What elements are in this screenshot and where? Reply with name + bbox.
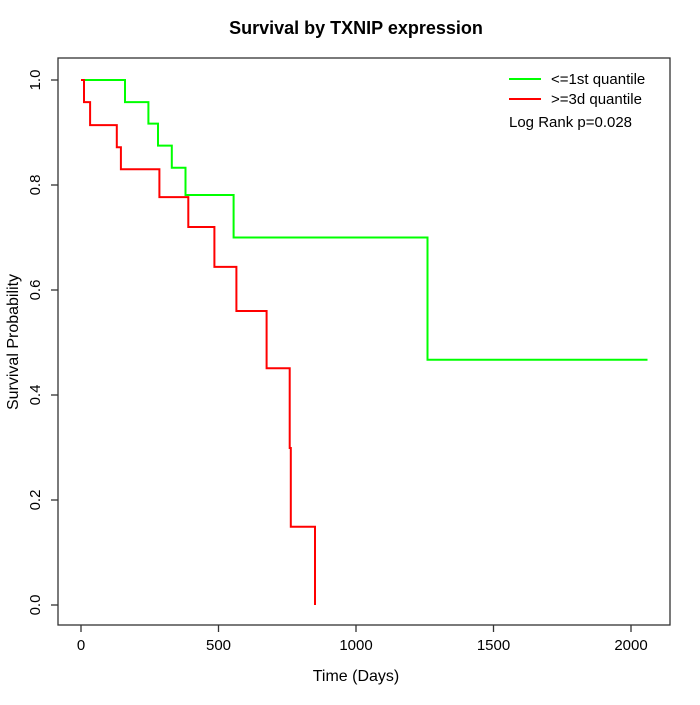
y-axis-tick-label: 0.6 bbox=[27, 280, 44, 301]
logrank-pvalue-text: Log Rank p=0.028 bbox=[509, 114, 632, 131]
y-axis-tick-label: 0.4 bbox=[27, 385, 44, 406]
x-axis-title: Time (Days) bbox=[313, 668, 400, 685]
y-axis-tick-label: 0.2 bbox=[27, 490, 44, 511]
x-axis-tick-label: 0 bbox=[77, 637, 85, 654]
x-axis-tick-label: 1500 bbox=[477, 637, 510, 654]
km-curves bbox=[81, 79, 648, 605]
y-axis-tick-label: 0.0 bbox=[27, 595, 44, 616]
km-curve-low-quantile bbox=[81, 79, 648, 361]
plot-area-box bbox=[57, 57, 671, 626]
legend-label-green: <=1st quantile bbox=[551, 71, 645, 88]
y-axis-tick-label: 0.8 bbox=[27, 175, 44, 196]
x-axis: 0 500 1000 1500 2000 bbox=[77, 625, 648, 654]
x-axis-tick-label: 1000 bbox=[339, 637, 372, 654]
y-axis-title: Survival Probability bbox=[5, 274, 22, 410]
y-axis-tick-label: 1.0 bbox=[27, 70, 44, 91]
legend: <=1st quantile >=3d quantile Log Rank p=… bbox=[509, 71, 645, 131]
x-axis-tick-label: 2000 bbox=[614, 637, 647, 654]
chart-title: Survival by TXNIP expression bbox=[229, 18, 483, 38]
y-axis: 0.0 0.2 0.4 0.6 0.8 1.0 bbox=[27, 70, 58, 616]
km-curve-high-quantile bbox=[81, 79, 316, 605]
x-axis-tick-label: 500 bbox=[206, 637, 231, 654]
legend-label-red: >=3d quantile bbox=[551, 91, 642, 108]
